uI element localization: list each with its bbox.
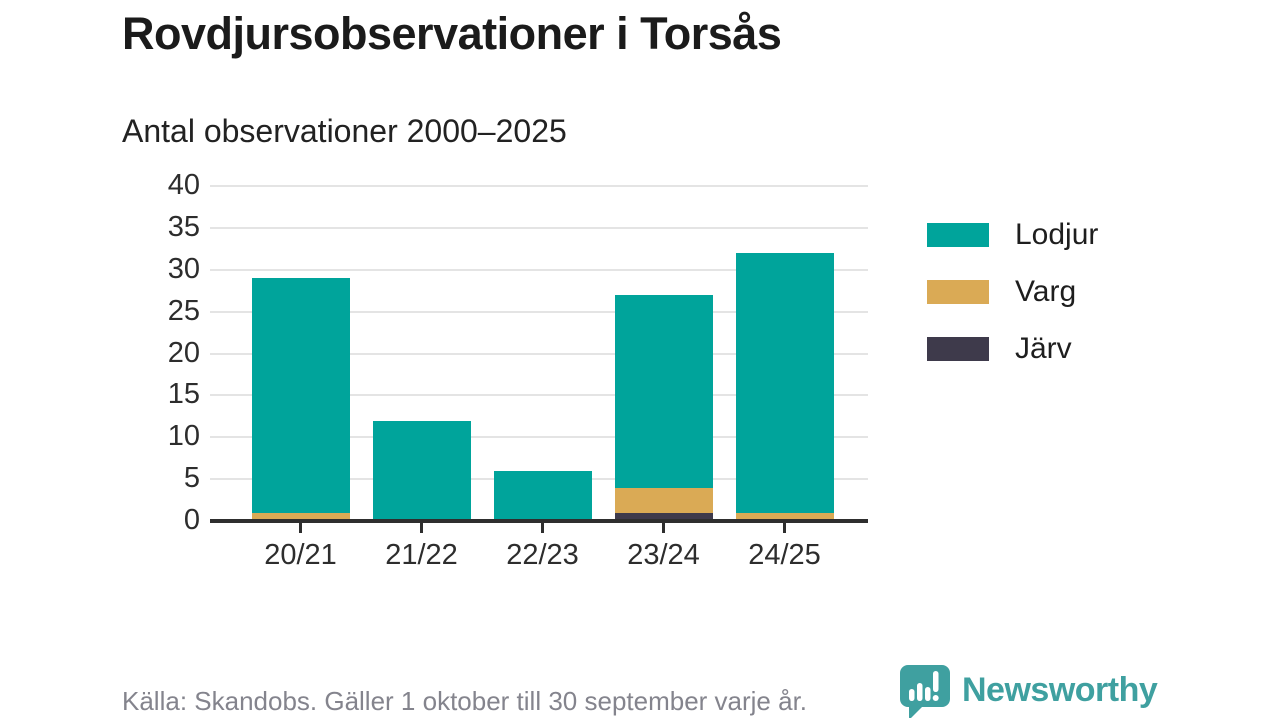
bar-20/21 [251, 186, 350, 521]
gridline-20 [210, 352, 868, 355]
y-tick-label-0: 0 [183, 504, 200, 536]
legend-label-varg: Varg [1015, 275, 1077, 308]
gridline-25 [210, 310, 868, 313]
y-tick-label-35: 35 [167, 210, 200, 243]
gridline-15 [210, 394, 868, 397]
bar-segment-21/22-Lodjur [372, 420, 471, 521]
bar-segment-20/21-Varg [251, 512, 350, 521]
bar-24/25 [735, 186, 834, 521]
bar-segment-22/23-Lodjur [493, 470, 592, 521]
plot-area [210, 185, 868, 533]
legend-item-jarv: Järv [927, 332, 1098, 366]
bar-segment-24/25-Lodjur [735, 253, 834, 513]
y-tick-label-10: 10 [167, 420, 200, 453]
y-tick-label-25: 25 [167, 294, 200, 327]
x-axis-tick-20/21 [299, 523, 302, 533]
x-axis-tick-24/25 [783, 523, 786, 533]
y-tick-label-20: 20 [167, 336, 200, 369]
x-axis-tick-21/22 [420, 523, 423, 533]
x-tick-label-21/22: 21/22 [385, 539, 458, 571]
legend-swatch-lodjur [927, 223, 989, 247]
legend-label-lodjur: Lodjur [1015, 218, 1099, 251]
bar-segment-24/25-Varg [735, 512, 834, 521]
source-note: Källa: Skandobs. Gäller 1 oktober till 3… [122, 686, 808, 716]
x-axis-tick-23/24 [662, 523, 665, 533]
x-tick-label-24/25: 24/25 [748, 539, 821, 571]
bar-21/22 [372, 186, 471, 521]
legend-item-varg: Varg [927, 275, 1098, 309]
y-tick-label-15: 15 [167, 378, 200, 411]
x-axis-tick-22/23 [541, 523, 544, 533]
legend-label-jarv: Järv [1015, 332, 1072, 365]
bar-23/24 [614, 186, 713, 521]
gridline-10 [210, 436, 868, 439]
x-tick-label-20/21: 20/21 [264, 539, 337, 571]
x-axis-line [210, 519, 868, 523]
gridline-40 [210, 185, 868, 187]
brand-name: Newsworthy [962, 671, 1158, 709]
x-tick-label-23/24: 23/24 [627, 539, 700, 571]
gridline-30 [210, 268, 868, 271]
bar-segment-23/24-Järv [614, 512, 713, 521]
bar-segment-23/24-Lodjur [614, 294, 713, 488]
y-tick-label-40: 40 [167, 169, 200, 201]
legend: Lodjur Varg Järv [927, 218, 1098, 389]
bar-22/23 [493, 186, 592, 521]
x-axis-tick-labels: 20/21 21/22 22/23 23/24 24/25 [210, 539, 868, 575]
y-tick-label-5: 5 [183, 462, 200, 495]
x-tick-label-22/23: 22/23 [506, 539, 579, 571]
brand-logo: Newsworthy [898, 663, 1158, 718]
chart-title: Rovdjursobservationer i Torsås [122, 8, 782, 59]
legend-item-lodjur: Lodjur [927, 218, 1098, 252]
bar-segment-20/21-Lodjur [251, 278, 350, 513]
bar-segment-23/24-Varg [614, 487, 713, 513]
y-axis-tick-labels: 0 5 10 15 20 25 30 35 40 [108, 171, 200, 535]
gridline-35 [210, 226, 868, 229]
chart-subtitle: Antal observationer 2000–2025 [122, 113, 567, 149]
legend-swatch-varg [927, 280, 989, 304]
y-tick-label-30: 30 [167, 252, 200, 285]
legend-swatch-jarv [927, 337, 989, 361]
newsworthy-speech-bubble-icon [900, 665, 950, 718]
